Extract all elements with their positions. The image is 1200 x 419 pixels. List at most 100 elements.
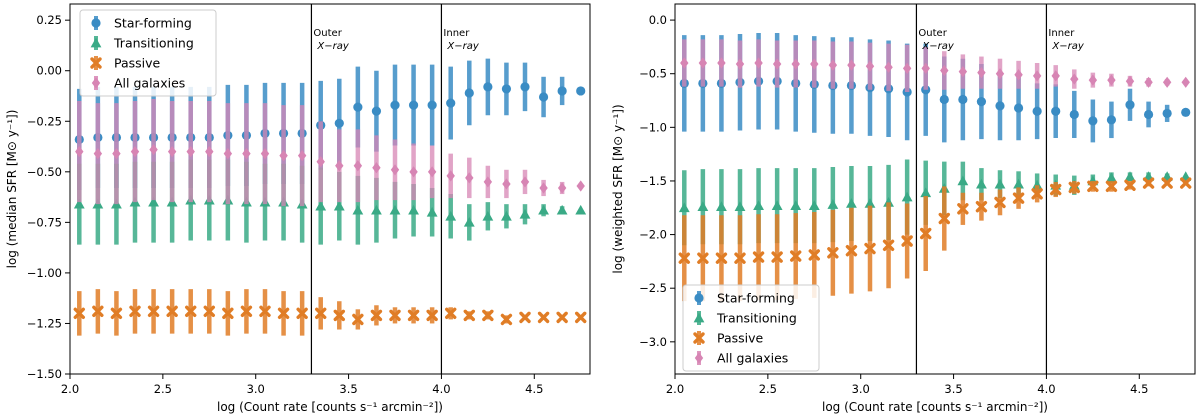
marker-stroke [222, 307, 234, 320]
legend-box [79, 9, 217, 97]
marker-stroke [1050, 183, 1062, 196]
data-point [205, 145, 214, 158]
x-tick-label: 3.5 [339, 382, 357, 396]
marker-stroke [808, 249, 820, 261]
series-all-galaxies [75, 99, 585, 207]
marker-stroke [693, 332, 705, 344]
legend-marker [694, 352, 704, 364]
marker-stroke [575, 311, 587, 324]
legend-entry-star-forming: Star-forming [91, 16, 192, 31]
data-point [538, 204, 549, 215]
data-point [297, 150, 307, 162]
axes-frame [69, 3, 591, 375]
data-point [446, 98, 456, 108]
legend-entry-passive: Passive [90, 56, 161, 71]
data-point [808, 200, 820, 210]
y-tick-label: 0.0 [649, 13, 667, 27]
marker-stroke [882, 239, 895, 252]
marker-stroke [845, 244, 858, 257]
data-point [752, 251, 765, 263]
marker-stroke [315, 307, 327, 320]
data-point [976, 178, 987, 189]
marker-stroke [296, 307, 308, 320]
data-point [371, 106, 382, 116]
data-point [148, 196, 159, 207]
data-point [698, 57, 708, 69]
data-point [372, 162, 381, 174]
data-point [279, 150, 288, 162]
data-point [353, 102, 363, 112]
data-point [864, 198, 876, 208]
x-tick-label: 4.0 [432, 382, 450, 396]
data-point [389, 204, 401, 215]
data-point [482, 309, 494, 322]
x-tick-label: 2.5 [759, 382, 777, 396]
data-point [426, 206, 438, 217]
marker-stroke [1087, 180, 1099, 193]
marker-stroke [129, 305, 141, 318]
data-point [242, 148, 251, 160]
series-transitioning [73, 159, 587, 245]
x-tick-label: 3.0 [247, 382, 265, 396]
data-point [1013, 103, 1024, 113]
data-point [847, 59, 856, 71]
data-point [1032, 70, 1042, 82]
data-point [771, 200, 783, 210]
marker-stroke [771, 251, 783, 263]
median-sfr-chart: Outer X−ray Inner X−ray 2.0 2.5 3.0 3.5 4.0 4.5 −1… [5, 3, 591, 414]
data-point [938, 212, 950, 225]
y-tick-label: −1.00 [27, 266, 62, 280]
data-point [772, 58, 782, 70]
marker-stroke [500, 313, 513, 326]
data-point [73, 307, 85, 320]
data-point [958, 94, 968, 105]
marker-stroke [426, 309, 438, 322]
data-point [519, 208, 531, 219]
data-point [112, 148, 121, 160]
marker-stroke [1105, 180, 1118, 193]
marker-stroke [957, 203, 969, 215]
data-layer [73, 58, 587, 336]
legend-label: All galaxies [717, 351, 788, 366]
legend-marker [91, 77, 101, 89]
x-tick-label: 2.0 [666, 382, 684, 396]
marker-stroke [463, 309, 475, 322]
data-point [1180, 177, 1192, 189]
data-point [865, 60, 875, 72]
legend: Star-forming Transitioning Passive All gala… [79, 9, 217, 97]
x-tick-label: 4.5 [1130, 382, 1148, 396]
x-tick-label: 4.5 [525, 382, 543, 396]
data-point [920, 187, 932, 198]
x-tick-label: 3.0 [852, 382, 870, 396]
x-tick-label: 3.5 [944, 382, 962, 396]
legend-marker [694, 293, 704, 303]
legend-label: Star-forming [114, 16, 192, 31]
data-point [828, 59, 838, 71]
data-point [940, 64, 949, 77]
legend-label: Star-forming [717, 291, 795, 306]
data-point [166, 305, 178, 318]
data-point [1142, 177, 1155, 189]
data-point [277, 307, 290, 320]
data-point [827, 199, 839, 209]
data-point [1162, 76, 1172, 88]
data-point [427, 166, 437, 178]
legend-marker [693, 332, 705, 344]
data-point [75, 145, 84, 158]
data-point [901, 235, 913, 247]
data-point [1050, 183, 1062, 196]
y-tick-label: 0.00 [36, 64, 62, 78]
data-point [735, 58, 745, 70]
x-tick-label: 4.0 [1037, 382, 1055, 396]
marker-stroke [1161, 177, 1173, 189]
legend-marker [90, 37, 102, 48]
data-layer [678, 32, 1192, 302]
data-point [791, 58, 800, 70]
data-point [260, 148, 270, 160]
series-transitioning [678, 159, 1192, 246]
data-point [445, 210, 457, 221]
y-tick-label: −0.50 [27, 165, 62, 179]
y-tick-label: −2.0 [639, 228, 667, 242]
data-point [977, 67, 986, 79]
